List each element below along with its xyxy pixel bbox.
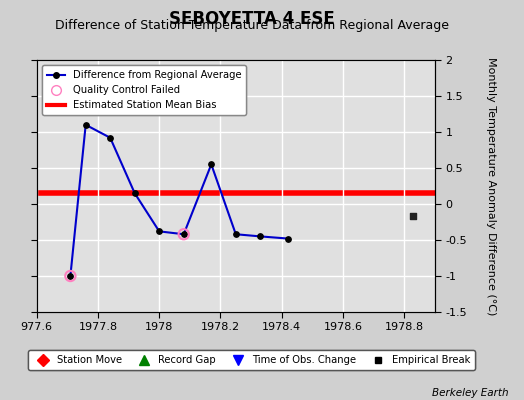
Point xyxy=(283,235,292,242)
Y-axis label: Monthly Temperature Anomaly Difference (°C): Monthly Temperature Anomaly Difference (… xyxy=(486,57,496,315)
Point xyxy=(256,233,265,240)
Legend: Difference from Regional Average, Quality Control Failed, Estimated Station Mean: Difference from Regional Average, Qualit… xyxy=(42,65,246,115)
Text: Difference of Station Temperature Data from Regional Average: Difference of Station Temperature Data f… xyxy=(54,19,449,32)
Point xyxy=(409,213,418,220)
Point xyxy=(130,190,139,196)
Point xyxy=(106,134,114,141)
Point xyxy=(180,231,188,238)
Text: SEBOYETTA 4 ESE: SEBOYETTA 4 ESE xyxy=(169,10,334,28)
Point xyxy=(232,231,240,238)
Text: Berkeley Earth: Berkeley Earth xyxy=(432,388,508,398)
Point xyxy=(82,122,90,128)
Point xyxy=(207,161,215,168)
Point xyxy=(180,231,188,238)
Point xyxy=(155,228,163,234)
Point xyxy=(66,273,74,279)
Legend: Station Move, Record Gap, Time of Obs. Change, Empirical Break: Station Move, Record Gap, Time of Obs. C… xyxy=(28,350,475,370)
Point xyxy=(66,273,74,279)
